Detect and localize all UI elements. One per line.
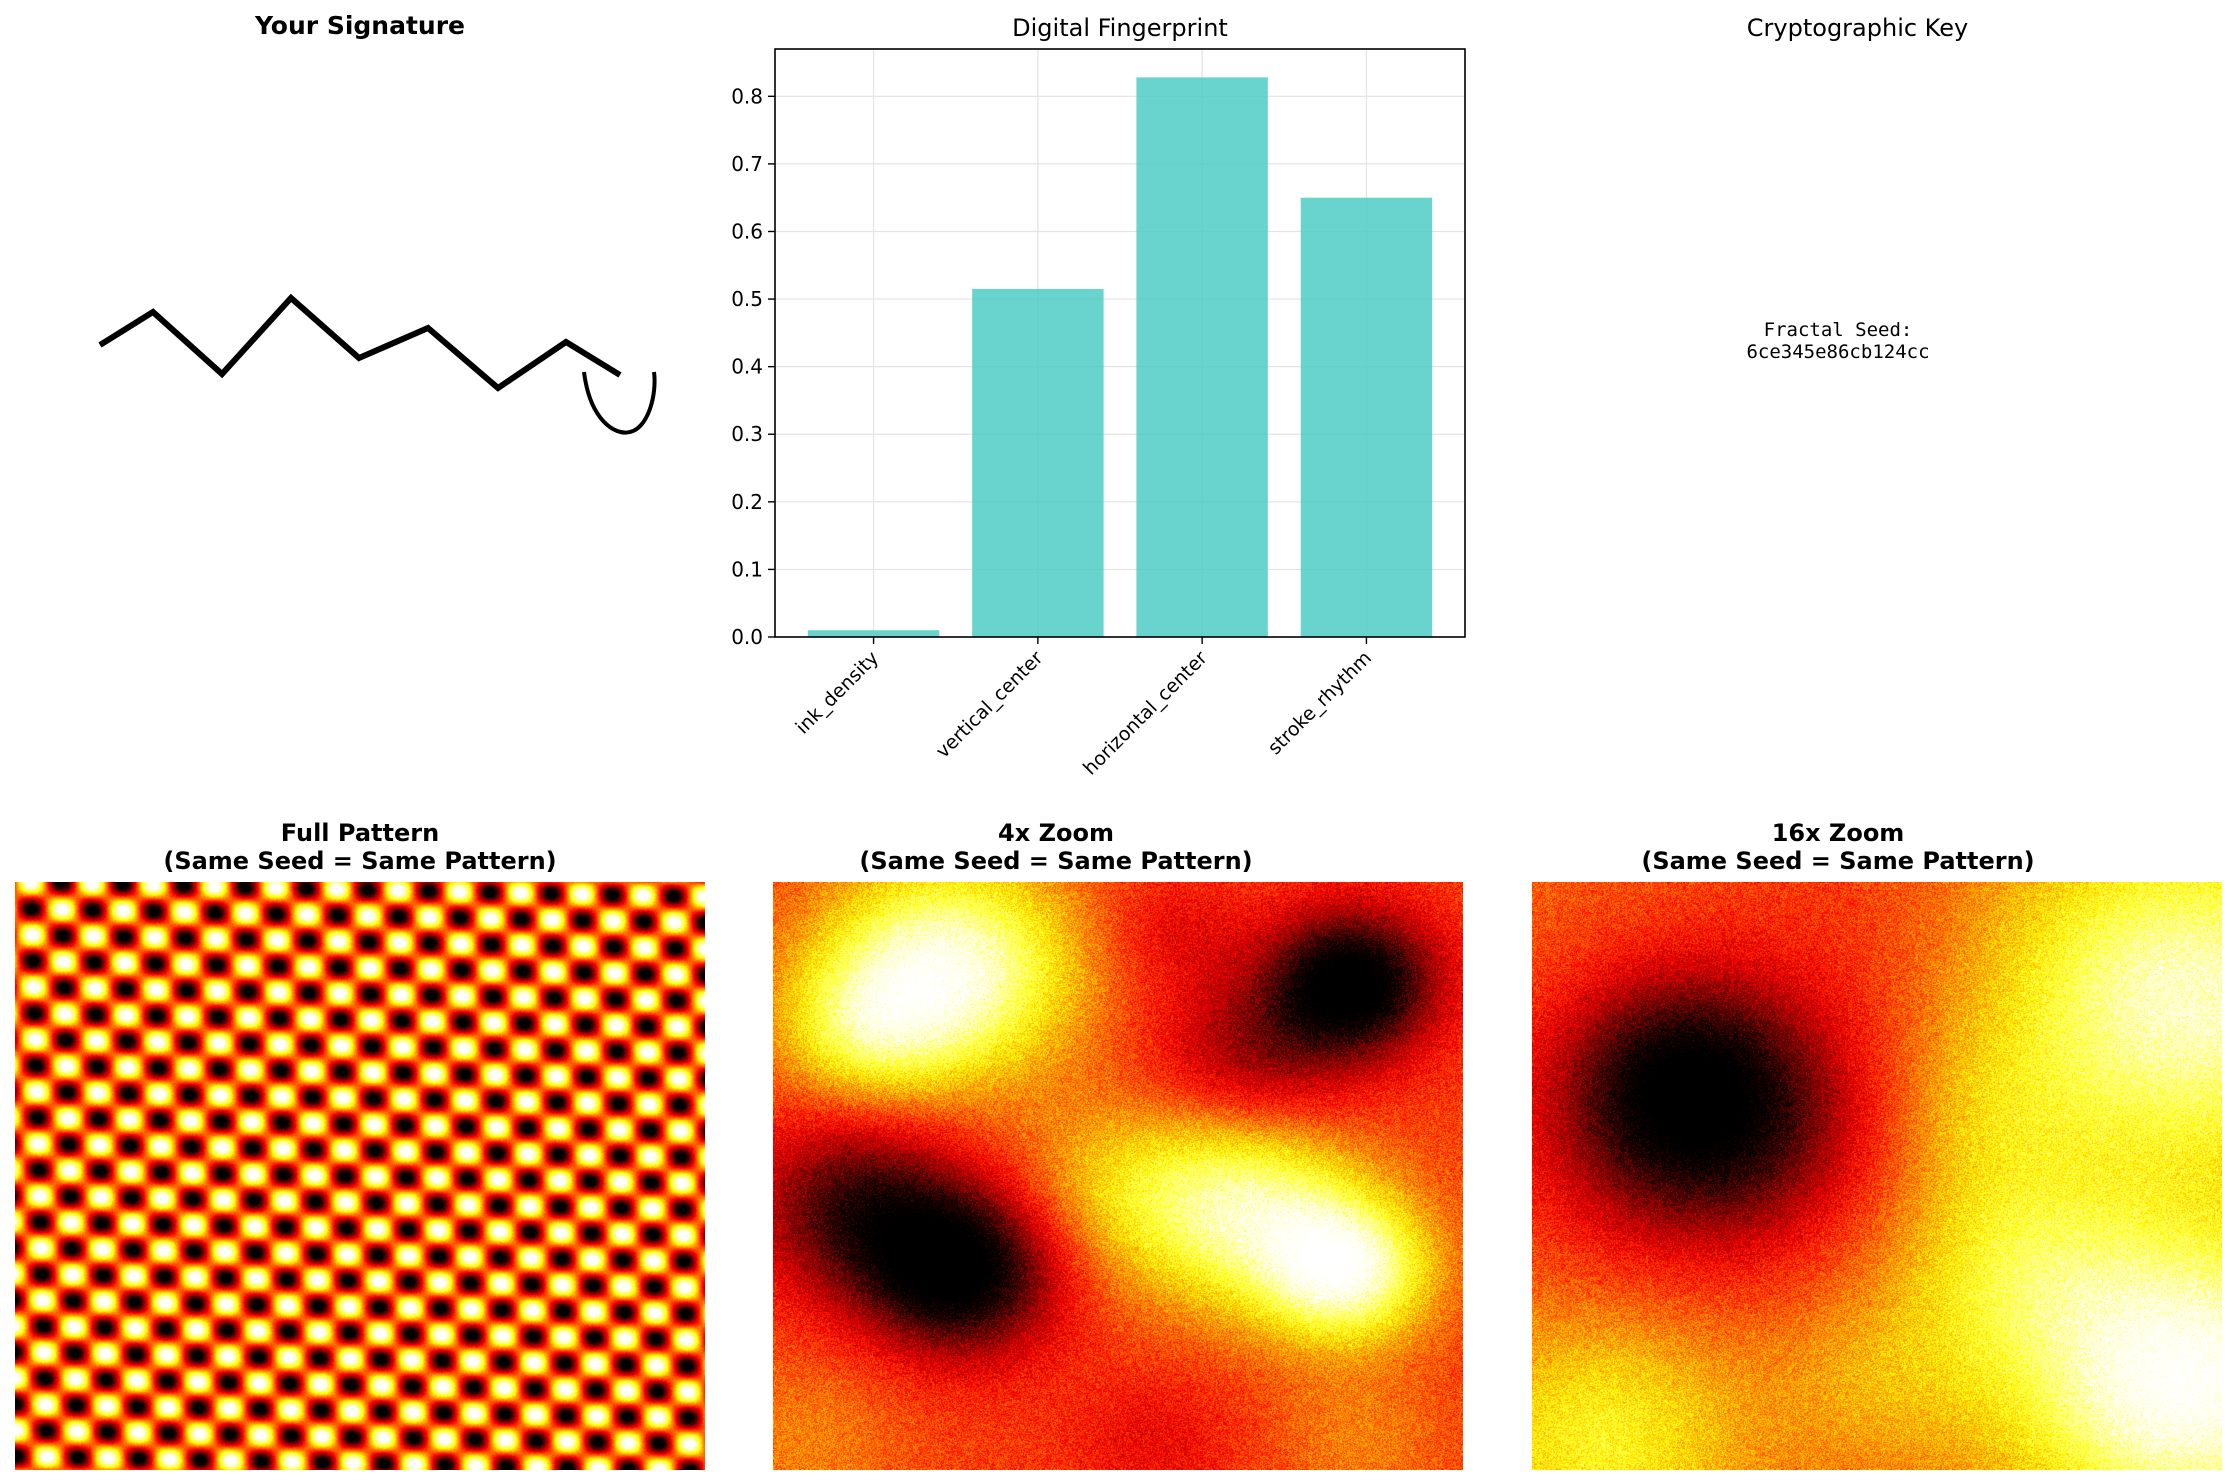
signature-loop bbox=[582, 371, 657, 435]
full-pattern-panel: Full Pattern (Same Seed = Same Pattern) bbox=[0, 815, 720, 1484]
key-panel: Cryptographic Key Fractal Seed: 6ce345e8… bbox=[1480, 0, 2235, 760]
seed-label: Fractal Seed: bbox=[1763, 319, 1913, 341]
signature-panel: Your Signature bbox=[0, 0, 720, 760]
signature-title: Your Signature bbox=[255, 11, 465, 40]
zoom16-subtitle: (Same Seed = Same Pattern) bbox=[1641, 847, 2035, 875]
fingerprint-chart-panel: Digital Fingerprint 0.0 0.1 0.2 0.3 0.4 0.5 0.… bbox=[720, 0, 1480, 790]
y-tick-label: 0.7 bbox=[731, 152, 763, 176]
y-tick-label: 0.4 bbox=[731, 355, 763, 379]
signature-stroke bbox=[98, 293, 622, 392]
zoom16-title: 16x Zoom bbox=[1771, 819, 1905, 847]
zoom4-subtitle: (Same Seed = Same Pattern) bbox=[859, 847, 1253, 875]
y-tick-label: 0.6 bbox=[731, 219, 763, 243]
plot-frame bbox=[774, 48, 1466, 638]
x-tick-label: stroke_rhythm bbox=[1264, 647, 1376, 759]
key-title: Cryptographic Key bbox=[1746, 14, 1969, 42]
y-tick-label: 0.0 bbox=[731, 625, 763, 649]
y-tick-label: 0.8 bbox=[731, 84, 763, 108]
zoom4-title: 4x Zoom bbox=[998, 819, 1114, 847]
full-pattern-title: Full Pattern bbox=[280, 819, 440, 847]
seed-value: 6ce345e86cb124cc bbox=[1746, 341, 1930, 363]
fingerprint-chart: Digital Fingerprint 0.0 0.1 0.2 0.3 0.4 0.5 0.… bbox=[731, 14, 1466, 780]
y-tick-label: 0.5 bbox=[731, 287, 763, 311]
bar-vertical_center bbox=[972, 288, 1104, 637]
zoom16-panel: 16x Zoom (Same Seed = Same Pattern) bbox=[1480, 815, 2235, 1484]
bar-ink_density bbox=[807, 630, 940, 637]
signature-drawing bbox=[98, 293, 657, 435]
x-tick-label: vertical_center bbox=[932, 647, 1048, 763]
y-tick-label: 0.3 bbox=[731, 422, 763, 446]
x-tick-label: ink_density bbox=[792, 647, 884, 739]
y-tick-label: 0.2 bbox=[731, 490, 763, 514]
bar-stroke_rhythm bbox=[1300, 197, 1433, 638]
full-pattern-image bbox=[15, 882, 705, 1470]
y-tick-label: 0.1 bbox=[731, 557, 763, 581]
x-tick-label: horizontal_center bbox=[1079, 647, 1212, 780]
zoom16-pattern-image bbox=[1532, 882, 2222, 1470]
full-pattern-subtitle: (Same Seed = Same Pattern) bbox=[163, 847, 557, 875]
chart-title: Digital Fingerprint bbox=[1012, 14, 1228, 42]
zoom4-pattern-image bbox=[773, 882, 1463, 1470]
zoom4-panel: 4x Zoom (Same Seed = Same Pattern) bbox=[720, 815, 1480, 1484]
bar-horizontal_center bbox=[1136, 77, 1268, 637]
